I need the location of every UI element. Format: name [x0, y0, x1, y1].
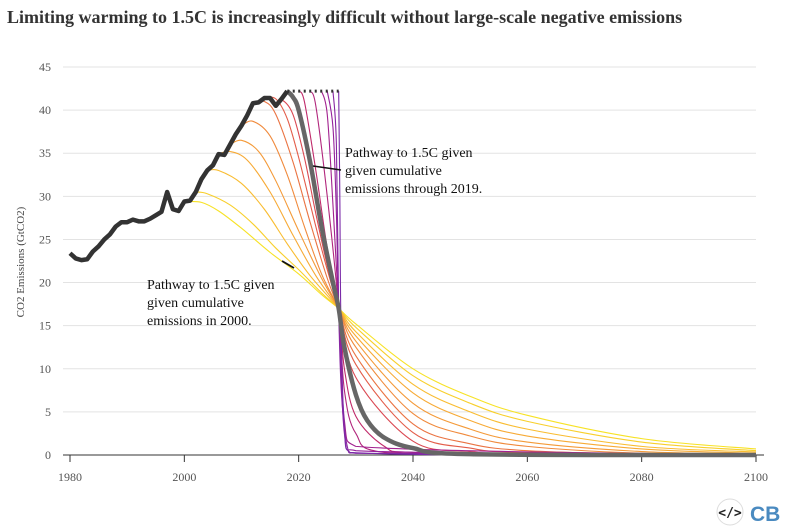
pathway-line-2012 [252, 100, 757, 456]
carbonbrief-logo: CB [750, 503, 780, 526]
y-tick-label: 0 [45, 448, 51, 462]
y-tick-label: 45 [39, 60, 51, 74]
x-tick-label: 2060 [515, 470, 539, 484]
pathway-line-2018 [285, 89, 757, 458]
x-tick-label: 2080 [630, 470, 654, 484]
pathway-line-2004 [207, 168, 757, 453]
gridlines [63, 66, 756, 413]
annotation-2000: Pathway to 1.5C given given cumulative e… [147, 260, 295, 329]
historical-series [68, 89, 339, 263]
y-tick-label: 25 [39, 232, 51, 246]
x-tick-label: 2100 [744, 470, 768, 484]
y-axis-ticks: 0 5 10 15 20 25 30 35 40 45 [39, 60, 51, 462]
y-tick-label: 10 [39, 362, 51, 376]
annotation-line: Pathway to 1.5C given [147, 278, 275, 293]
x-axis-ticks: 1980 2000 2020 2040 2060 2080 2100 [58, 454, 768, 484]
x-tick-label: 2000 [172, 470, 196, 484]
y-tick-label: 30 [39, 189, 51, 203]
pathway-series [184, 89, 757, 458]
y-tick-label: 40 [39, 103, 51, 117]
annotation-line: emissions through 2019. [345, 182, 482, 197]
y-tick-label: 35 [39, 146, 51, 160]
pathway-line-2010 [241, 120, 757, 456]
pathway-line-2008 [229, 139, 757, 455]
annotation-pointer [281, 260, 295, 269]
annotation-pointer [312, 165, 342, 171]
annotation-line: given cumulative [147, 296, 244, 311]
annotation-line: emissions in 2000. [147, 314, 252, 329]
x-tick-label: 1980 [58, 470, 82, 484]
y-tick-label: 15 [39, 319, 51, 333]
code-icon: </> [718, 506, 742, 521]
x-tick-label: 2040 [401, 470, 425, 484]
y-tick-label: 20 [39, 276, 51, 290]
historical-emissions-line [68, 89, 290, 263]
x-tick-label: 2020 [287, 470, 311, 484]
annotation-line: Pathway to 1.5C given [345, 146, 473, 161]
y-tick-label: 5 [45, 405, 51, 419]
chart-title: Limiting warming to 1.5C is increasingly… [7, 7, 683, 27]
y-axis-label: CO2 Emissions (GtCO2) [15, 206, 27, 317]
annotation-2019: Pathway to 1.5C given given cumulative e… [312, 146, 482, 197]
pathway-line-2006 [218, 150, 757, 454]
embed-button[interactable]: </> [716, 498, 744, 526]
annotation-line: given cumulative [345, 164, 442, 179]
